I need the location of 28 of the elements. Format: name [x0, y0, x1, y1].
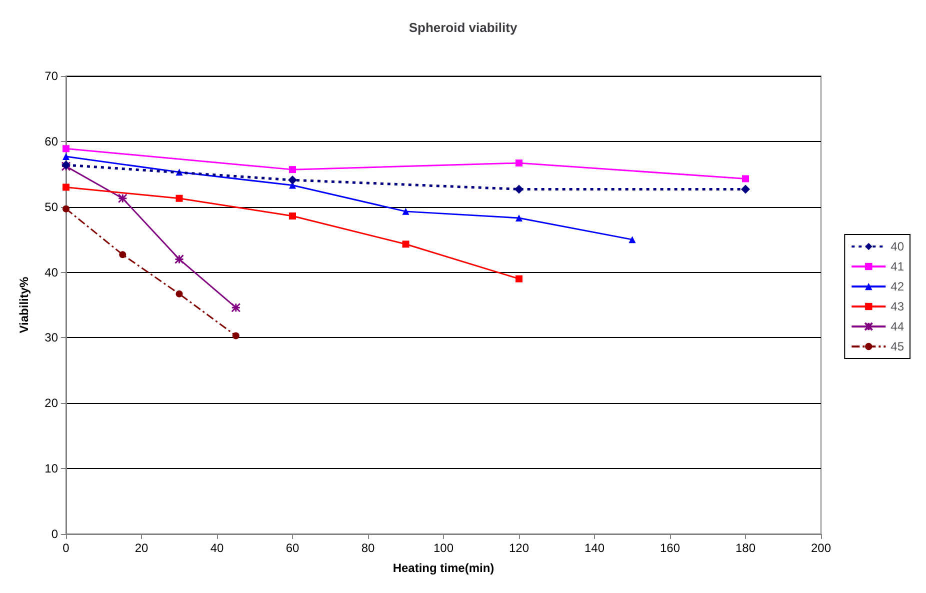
y-axis-title: Viability% — [17, 276, 31, 334]
x-tick-label: 120 — [508, 541, 530, 555]
x-tick-label: 80 — [361, 541, 375, 555]
legend-label: 45 — [890, 340, 904, 354]
legend-label: 41 — [890, 260, 904, 274]
y-tick-label: 70 — [44, 69, 58, 83]
legend-label: 42 — [890, 280, 904, 294]
y-tick-label: 50 — [44, 200, 58, 214]
y-tick-label: 20 — [44, 396, 58, 410]
x-tick-label: 60 — [286, 541, 300, 555]
x-tick-label: 180 — [735, 541, 756, 555]
chart-title: Spheroid viability — [408, 20, 518, 35]
x-tick-label: 200 — [810, 541, 832, 555]
y-tick-label: 60 — [44, 134, 58, 148]
x-tick-label: 0 — [62, 541, 70, 555]
x-tick-label: 20 — [134, 541, 148, 555]
x-tick-label: 160 — [660, 541, 680, 555]
y-tick-label: 30 — [44, 330, 58, 345]
y-tick-label: 10 — [44, 462, 58, 476]
y-tick-label: 0 — [51, 527, 58, 541]
legend-label: 40 — [890, 240, 904, 254]
x-tick-label: 140 — [584, 541, 605, 555]
x-axis-title: Heating time(min) — [392, 561, 494, 575]
y-tick-label: 40 — [44, 265, 58, 280]
x-tick-label: 100 — [433, 541, 454, 555]
x-tick-label: 40 — [210, 541, 224, 555]
legend-label: 44 — [890, 320, 904, 334]
legend-label: 43 — [890, 300, 904, 314]
